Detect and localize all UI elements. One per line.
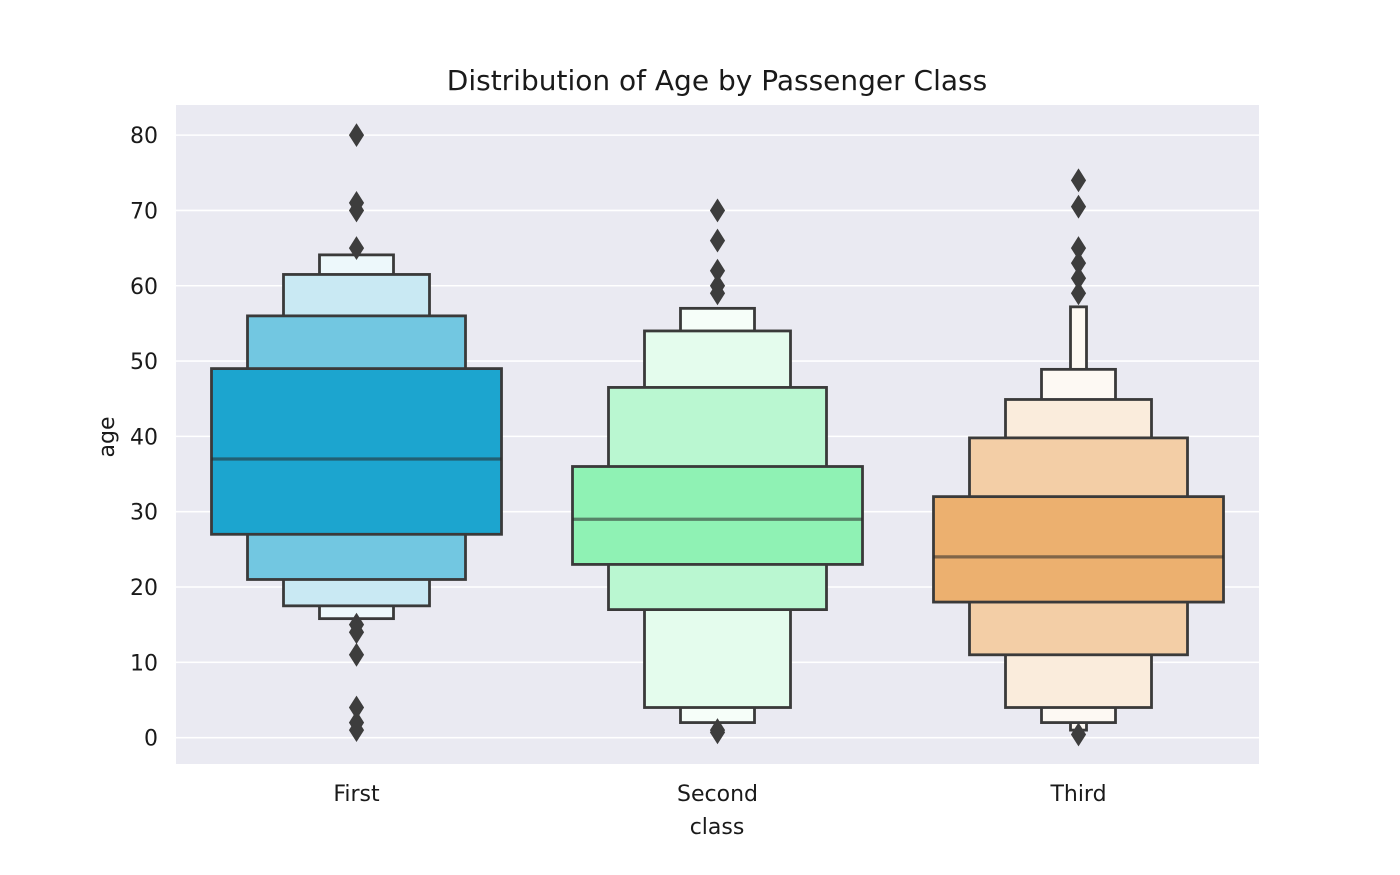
chart-title: Distribution of Age by Passenger Class <box>447 64 987 97</box>
boxen-box <box>932 495 1225 604</box>
y-tick-label: 60 <box>130 275 158 300</box>
boxen-groups <box>210 123 1225 747</box>
outlier-marker <box>348 198 365 223</box>
y-axis-label: age <box>95 417 120 458</box>
outlier-marker <box>709 720 726 745</box>
outlier-marker <box>1070 168 1087 193</box>
outlier-marker <box>709 228 726 253</box>
y-tick-label: 30 <box>130 501 158 526</box>
outlier-marker <box>348 718 365 743</box>
x-axis-label: class <box>690 815 745 840</box>
boxen-box <box>210 367 503 536</box>
outlier-marker <box>709 281 726 306</box>
boxen-group <box>932 168 1225 747</box>
outlier-marker <box>348 642 365 667</box>
y-tick-label: 80 <box>130 124 158 149</box>
x-tick-labels: First Second Third <box>333 782 1106 807</box>
outlier-marker <box>1070 281 1087 306</box>
y-tick-label: 50 <box>130 350 158 375</box>
x-tick-label: Third <box>1049 782 1106 807</box>
y-tick-labels: 0 10 20 30 40 50 60 70 80 <box>130 124 158 752</box>
boxen-group <box>210 123 503 743</box>
y-tick-label: 0 <box>144 727 158 752</box>
boxen-box <box>571 465 864 566</box>
y-tick-label: 70 <box>130 199 158 224</box>
y-tick-label: 10 <box>130 651 158 676</box>
boxen-group <box>571 198 864 745</box>
outlier-marker <box>1070 722 1087 747</box>
outlier-marker <box>1070 194 1087 219</box>
outlier-marker <box>348 123 365 148</box>
outlier-marker <box>709 198 726 223</box>
x-tick-label: Second <box>677 782 758 807</box>
y-tick-label: 20 <box>130 576 158 601</box>
x-tick-label: First <box>333 782 380 807</box>
outlier-marker <box>348 236 365 261</box>
y-tick-label: 40 <box>130 425 158 450</box>
